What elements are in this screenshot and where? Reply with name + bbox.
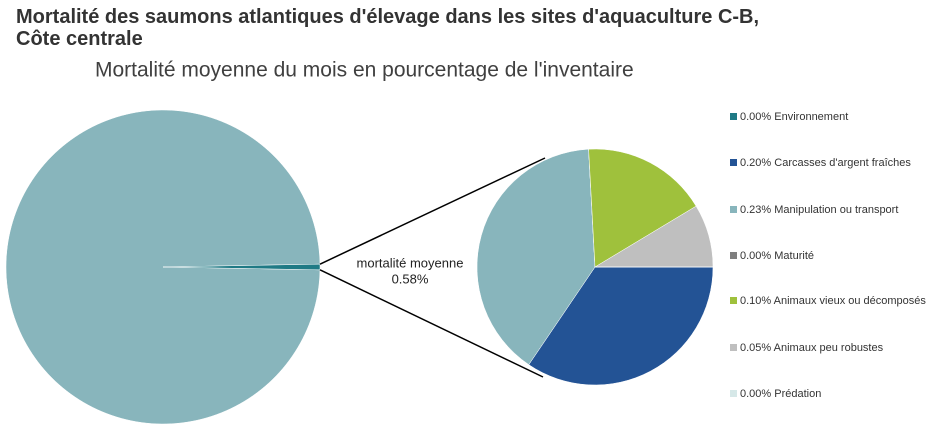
connector-line bbox=[319, 269, 544, 378]
legend-item: 0.23% Manipulation ou transport bbox=[730, 203, 930, 218]
legend-value: 0.10% bbox=[740, 295, 772, 307]
connector-line bbox=[319, 157, 546, 265]
legend-item: 0.10% Animaux vieux ou décomposés bbox=[730, 294, 930, 309]
legend-swatch bbox=[730, 390, 737, 397]
legend-swatch bbox=[730, 252, 737, 259]
legend-value: 0.00% bbox=[740, 111, 772, 123]
legend-swatch bbox=[730, 113, 737, 120]
chart-title: Mortalité des saumons atlantiques d'élev… bbox=[16, 6, 759, 50]
legend-label: Animaux peu robustes bbox=[773, 342, 884, 354]
legend-swatch bbox=[730, 206, 737, 213]
chart-subtitle: Mortalité moyenne du mois en pourcentage… bbox=[95, 59, 634, 82]
legend-value: 0.23% bbox=[740, 204, 772, 216]
data-label: 0.58% bbox=[392, 271, 429, 286]
legend-swatch bbox=[730, 344, 737, 351]
legend-item: 0.00% Environnement bbox=[730, 110, 930, 125]
pie-slice bbox=[588, 148, 697, 268]
legend-item: 0.20% Carcasses d'argent fraîches bbox=[730, 156, 930, 171]
legend-item: 0.05% Animaux peu robustes bbox=[730, 341, 930, 356]
legend-label: Prédation bbox=[774, 388, 822, 400]
legend-label: Environnement bbox=[774, 111, 849, 123]
data-label: mortalité moyenne bbox=[357, 255, 464, 270]
legend-label: Manipulation ou transport bbox=[774, 204, 899, 216]
legend-value: 0.20% bbox=[740, 157, 772, 169]
legend-item: 0.00% Maturité bbox=[730, 249, 930, 264]
legend-swatch bbox=[730, 297, 737, 304]
legend-label: Maturité bbox=[774, 250, 815, 262]
legend-value: 0.00% bbox=[740, 388, 772, 400]
legend-label: Animaux vieux ou décomposés bbox=[773, 295, 926, 307]
pie-slice bbox=[5, 109, 321, 425]
legend-value: 0.05% bbox=[740, 342, 772, 354]
pie-slice bbox=[162, 263, 321, 271]
legend-item: 0.00% Prédation bbox=[730, 387, 930, 402]
legend-label: Carcasses d'argent fraîches bbox=[774, 157, 911, 169]
pie-slice bbox=[476, 148, 596, 366]
legend-swatch bbox=[730, 159, 737, 166]
legend-value: 0.00% bbox=[740, 250, 772, 262]
pie-slice bbox=[528, 266, 714, 386]
